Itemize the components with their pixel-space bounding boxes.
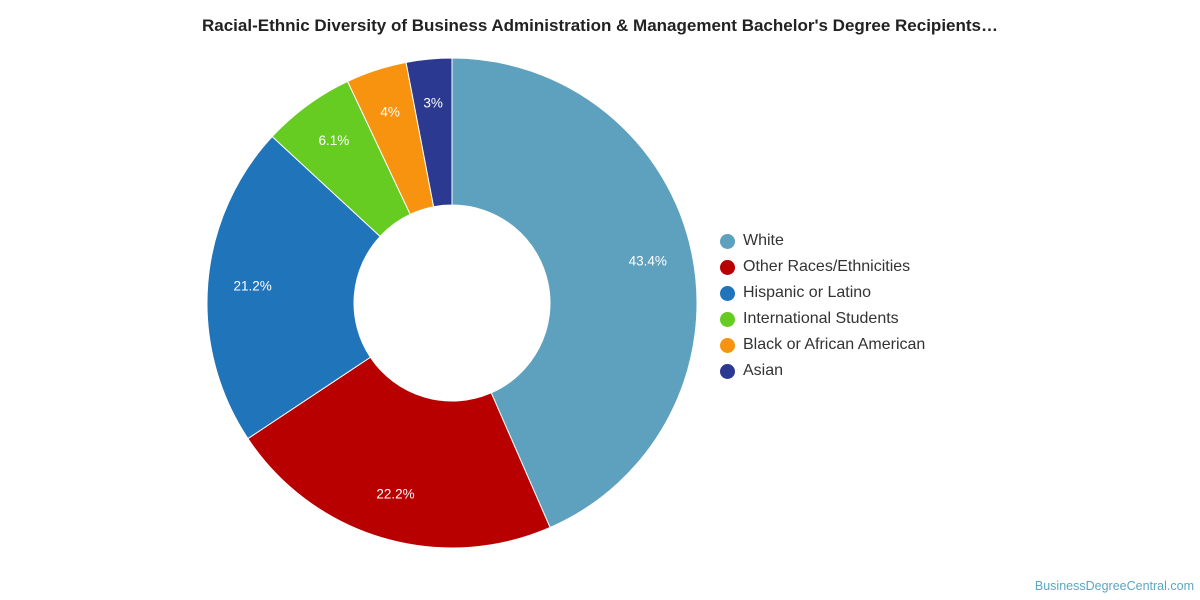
chart-title: Racial-Ethnic Diversity of Business Admi… [201, 16, 998, 35]
source-credit[interactable]: BusinessDegreeCentral.com [1034, 579, 1194, 593]
legend-swatch [720, 285, 735, 301]
slice-data-label: 4% [380, 104, 400, 119]
legend-swatch [720, 233, 735, 249]
legend-swatch [720, 337, 735, 353]
legend-swatch [720, 259, 735, 275]
legend-label: Asian [743, 362, 784, 379]
legend-swatch [720, 311, 735, 327]
legend-item-other-races[interactable]: Other Races/Ethnicities [720, 254, 925, 280]
slice-data-label: 21.2% [234, 279, 272, 294]
legend-label: Hispanic or Latino [743, 284, 872, 301]
legend-item-white[interactable]: White [720, 228, 925, 254]
legend-item-international[interactable]: International Students [720, 306, 925, 332]
chart-legend: White Other Races/Ethnicities Hispanic o… [720, 228, 925, 384]
slice-asian[interactable] [405, 57, 453, 208]
slice-data-label: 6.1% [318, 133, 349, 148]
legend-item-black[interactable]: Black or African American [720, 332, 925, 358]
slice-data-label: 43.4% [629, 254, 667, 269]
legend-item-asian[interactable]: Asian [720, 358, 925, 384]
legend-label: White [743, 232, 784, 249]
legend-label: International Students [743, 310, 899, 327]
slice-other-races-ethnicities[interactable] [247, 356, 551, 549]
slice-data-label: 3% [423, 95, 443, 110]
slice-white[interactable] [451, 57, 698, 529]
slice-hispanic-or-latino[interactable] [206, 135, 381, 440]
legend-label: Other Races/Ethnicities [743, 258, 911, 275]
slice-data-label: 22.2% [376, 486, 414, 501]
legend-swatch [720, 363, 735, 379]
legend-label: Black or African American [743, 336, 926, 353]
legend-item-hispanic[interactable]: Hispanic or Latino [720, 280, 925, 306]
